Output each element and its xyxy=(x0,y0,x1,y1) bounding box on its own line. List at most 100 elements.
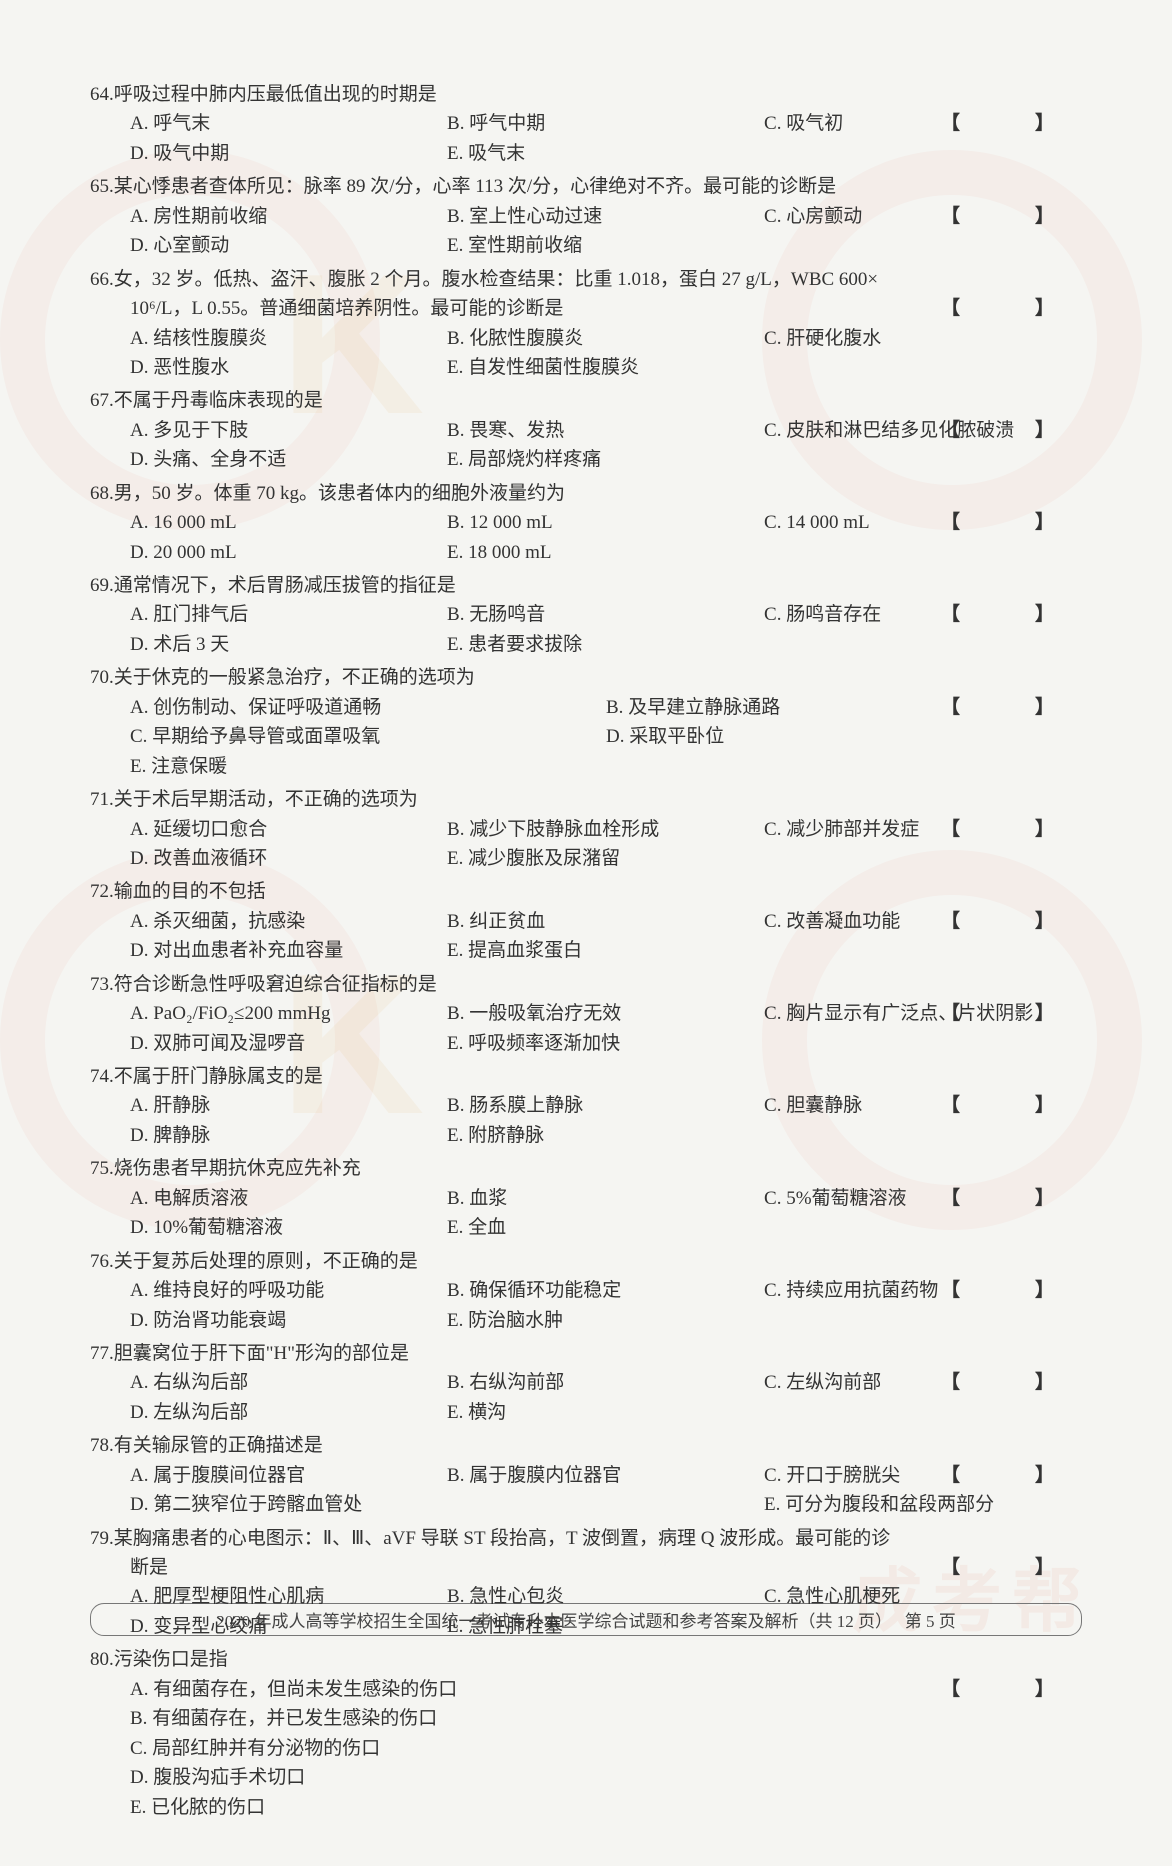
option xyxy=(447,1490,764,1519)
option-label: A. xyxy=(130,113,148,134)
question-stem-row: 74.不属于肝门静脉属支的是【 】 xyxy=(90,1062,1082,1091)
answer-bracket: 【 】 xyxy=(941,109,1082,138)
option: B. 急性心包炎 xyxy=(447,1582,764,1611)
answer-bracket: 【 】 xyxy=(941,693,1082,722)
option-label: E. xyxy=(130,756,146,777)
option-text: 注意保暖 xyxy=(151,756,227,777)
option: B. 确保循环功能稳定 xyxy=(447,1276,764,1305)
options-row: A. 肝静脉B. 肠系膜上静脉C. 胆囊静脉D. 脾静脉E. 附脐静脉 xyxy=(90,1091,1082,1150)
option-label: D. xyxy=(130,940,148,961)
option-text: 12 000 mL xyxy=(469,512,552,533)
option: D. 对出血患者补充血容量 xyxy=(130,936,447,965)
option-text: 局部烧灼样疼痛 xyxy=(468,449,601,470)
option: A. 右纵沟后部 xyxy=(130,1368,447,1397)
questions-container: 64.呼吸过程中肺内压最低值出现的时期是【 】A. 呼气末B. 呼气中期C. 吸… xyxy=(90,80,1082,1822)
question-stem-row: 71.关于术后早期活动，不正确的选项为【 】 xyxy=(90,785,1082,814)
option-text: 肥厚型梗阻性心肌病 xyxy=(153,1586,324,1607)
options-row: A. 多见于下肢B. 畏寒、发热C. 皮肤和淋巴结多见化脓破溃D. 头痛、全身不… xyxy=(90,416,1082,475)
question-number: 76. xyxy=(90,1247,114,1276)
question-stem-row: 67.不属于丹毒临床表现的是【 】 xyxy=(90,386,1082,415)
option-text: 杀灭细菌，抗感染 xyxy=(153,911,305,932)
option: E. 减少腹胀及尿潴留 xyxy=(447,844,764,873)
question-text-line2: 断是 xyxy=(130,1557,168,1578)
question-number: 79. xyxy=(90,1524,114,1553)
option-text: 吸气中期 xyxy=(153,143,229,164)
question-stem: 76.关于复苏后处理的原则，不正确的是 xyxy=(90,1247,1082,1276)
option: D. 双肺可闻及湿啰音 xyxy=(130,1029,447,1058)
option-label: C. xyxy=(764,1280,781,1301)
question: 74.不属于肝门静脉属支的是【 】A. 肝静脉B. 肠系膜上静脉C. 胆囊静脉D… xyxy=(90,1062,1082,1150)
option-text: 一般吸氧治疗无效 xyxy=(469,1003,621,1024)
option-label: C. xyxy=(764,1465,781,1486)
question-stem-row: 73.符合诊断急性呼吸窘迫综合征指标的是【 】 xyxy=(90,970,1082,999)
option: E. 注意保暖 xyxy=(130,752,1082,781)
option-label: C. xyxy=(764,1095,781,1116)
option-text: 维持良好的呼吸功能 xyxy=(153,1280,324,1301)
option: B. 一般吸氧治疗无效 xyxy=(447,999,764,1028)
option-label: A. xyxy=(130,1679,148,1700)
option: A. PaO₂/FiO₂≤200 mmHg xyxy=(130,999,447,1028)
option-label: B. xyxy=(447,206,464,227)
option-label: A. xyxy=(130,1586,148,1607)
options-row: A. 右纵沟后部B. 右纵沟前部C. 左纵沟前部D. 左纵沟后部E. 横沟 xyxy=(90,1368,1082,1427)
option-label: A. xyxy=(130,1465,148,1486)
question-number: 73. xyxy=(90,970,114,999)
option-label: C. xyxy=(764,1003,781,1024)
option-label: E. xyxy=(447,1402,463,1423)
question-number: 65. xyxy=(90,172,114,201)
option-text: 及早建立静脉通路 xyxy=(628,697,780,718)
option-label: C. xyxy=(764,1372,781,1393)
option-text: 呼吸频率逐渐加快 xyxy=(468,1033,620,1054)
option-text: 急性心肌梗死 xyxy=(786,1586,900,1607)
answer-bracket: 【 】 xyxy=(941,294,1082,323)
option: B. 室上性心动过速 xyxy=(447,202,764,231)
option: E. 18 000 mL xyxy=(447,538,764,567)
option-label: D. xyxy=(130,357,148,378)
question-stem: 73.符合诊断急性呼吸窘迫综合征指标的是 xyxy=(90,970,1082,999)
option-text: 吸气初 xyxy=(786,113,843,134)
question-number: 71. xyxy=(90,785,114,814)
options-row: A. 房性期前收缩B. 室上性心动过速C. 心房颤动D. 心室颤动E. 室性期前… xyxy=(90,202,1082,261)
option-text: 腹股沟疝手术切口 xyxy=(153,1767,305,1788)
option: E. 已化脓的伤口 xyxy=(130,1793,1082,1822)
option-label: B. xyxy=(447,911,464,932)
option-text: 患者要求拔除 xyxy=(468,634,582,655)
question-number: 75. xyxy=(90,1154,114,1183)
option-text: 提高血浆蛋白 xyxy=(468,940,582,961)
option-label: E. xyxy=(447,1125,463,1146)
question-number: 77. xyxy=(90,1339,114,1368)
option: C. 局部红肿并有分泌物的伤口 xyxy=(130,1734,1082,1763)
option-text: 室上性心动过速 xyxy=(469,206,602,227)
question: 77.胆囊窝位于肝下面"H"形沟的部位是【 】A. 右纵沟后部B. 右纵沟前部C… xyxy=(90,1339,1082,1427)
option: D. 术后 3 天 xyxy=(130,630,447,659)
option: A. 有细菌存在，但尚未发生感染的伤口 xyxy=(130,1675,1082,1704)
option: D. 改善血液循环 xyxy=(130,844,447,873)
question-text: 污染伤口是指 xyxy=(114,1645,1082,1674)
option: E. 自发性细菌性腹膜炎 xyxy=(447,353,764,382)
question-text: 胆囊窝位于肝下面"H"形沟的部位是 xyxy=(114,1339,1082,1368)
option: B. 属于腹膜内位器官 xyxy=(447,1461,764,1490)
option: A. 维持良好的呼吸功能 xyxy=(130,1276,447,1305)
answer-bracket: 【 】 xyxy=(941,999,1082,1028)
answer-bracket: 【 】 xyxy=(941,416,1082,445)
option: E. 局部烧灼样疼痛 xyxy=(447,445,764,474)
question-number: 74. xyxy=(90,1062,114,1091)
option: A. 电解质溶液 xyxy=(130,1184,447,1213)
option-text: 多见于下肢 xyxy=(153,420,248,441)
question-stem-row: 72.输血的目的不包括【 】 xyxy=(90,877,1082,906)
option: E. 横沟 xyxy=(447,1398,764,1427)
question: 68.男，50 岁。体重 70 kg。该患者体内的细胞外液量约为【 】A. 16… xyxy=(90,479,1082,567)
options-row: A. 肥厚型梗阻性心肌病B. 急性心包炎C. 急性心肌梗死D. 变异型心绞痛E.… xyxy=(90,1582,1082,1641)
question-stem-row: 80.污染伤口是指【 】 xyxy=(90,1645,1082,1674)
option-label: E. xyxy=(447,1033,463,1054)
question-stem: 66.女，32 岁。低热、盗汗、腹胀 2 个月。腹水检查结果：比重 1.018，… xyxy=(90,265,1082,294)
option-label: C. xyxy=(764,113,781,134)
option-text: 肝硬化腹水 xyxy=(786,328,881,349)
option-label: B. xyxy=(447,1372,464,1393)
option-text: 吸气末 xyxy=(468,143,525,164)
answer-bracket: 【 】 xyxy=(941,907,1082,936)
question-stem-row: 79.某胸痛患者的心电图示：Ⅱ、Ⅲ、aVF 导联 ST 段抬高，T 波倒置，病理… xyxy=(90,1524,1082,1553)
option-label: D. xyxy=(130,1402,148,1423)
option-text: 20 000 mL xyxy=(153,542,236,563)
option-label: E. xyxy=(447,1217,463,1238)
